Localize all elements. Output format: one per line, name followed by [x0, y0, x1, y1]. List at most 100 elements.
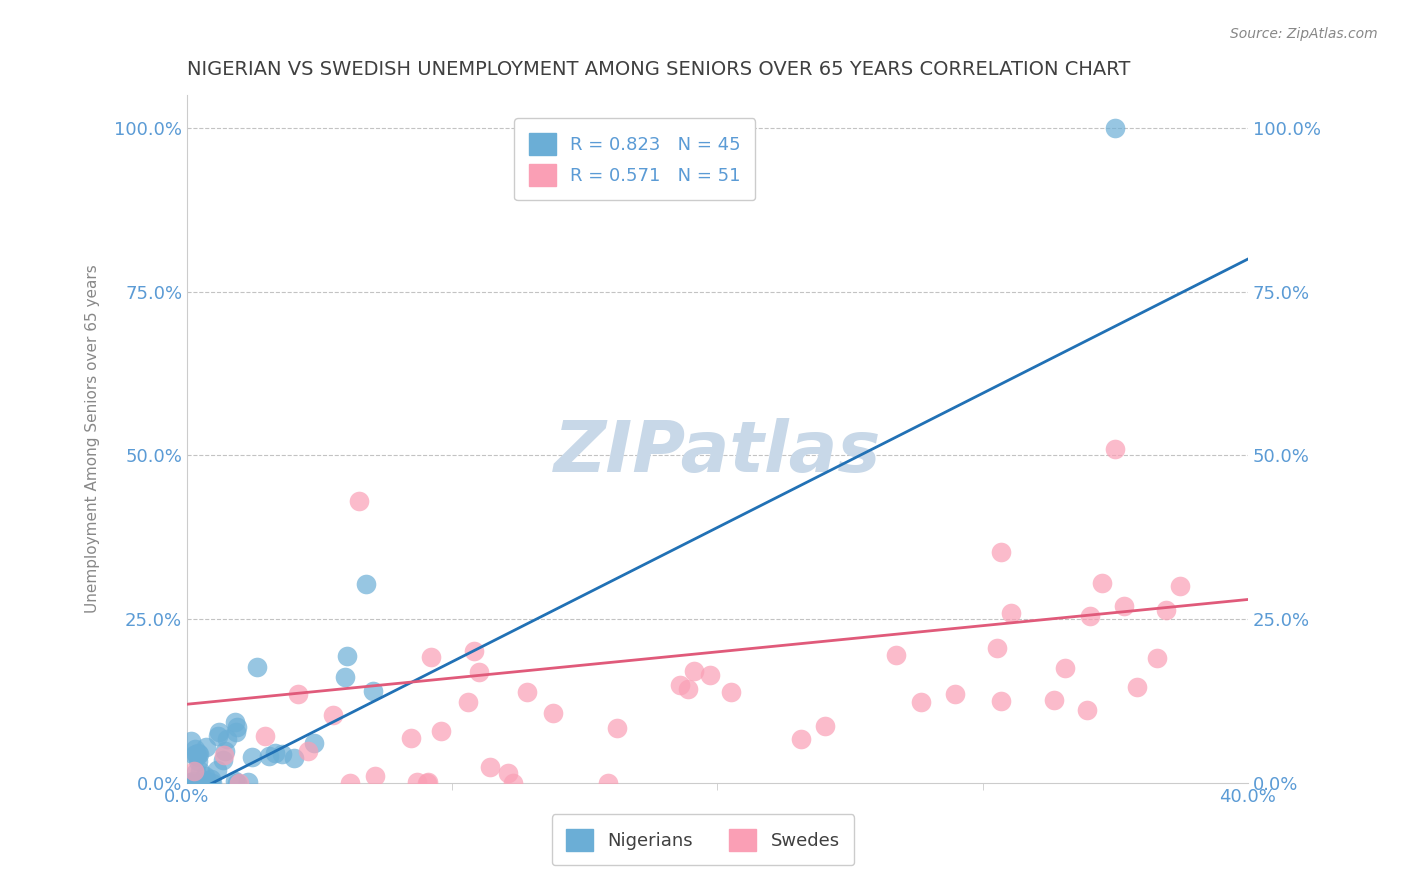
Nigerians — [184, 764, 207, 779]
Nigerians — [177, 776, 200, 790]
Swedes — [596, 776, 619, 790]
Nigerians — [246, 660, 269, 674]
Nigerians — [205, 763, 228, 777]
Swedes — [297, 744, 319, 758]
Swedes — [884, 648, 907, 663]
Swedes — [287, 687, 309, 701]
Nigerians — [270, 747, 292, 761]
Swedes — [364, 769, 387, 783]
Swedes — [1126, 680, 1149, 694]
Nigerians — [263, 746, 285, 760]
Legend: Nigerians, Swedes: Nigerians, Swedes — [551, 814, 855, 865]
Swedes — [516, 685, 538, 699]
Nigerians — [179, 776, 201, 790]
Swedes — [990, 545, 1012, 559]
Swedes — [669, 678, 692, 692]
Swedes — [228, 776, 250, 790]
Swedes — [699, 668, 721, 682]
Nigerians — [224, 714, 246, 729]
Nigerians — [177, 776, 200, 790]
Swedes — [676, 681, 699, 696]
Nigerians — [240, 749, 263, 764]
Swedes — [183, 764, 205, 779]
Swedes — [543, 706, 565, 720]
Text: Source: ZipAtlas.com: Source: ZipAtlas.com — [1230, 27, 1378, 41]
Nigerians — [214, 744, 236, 758]
Swedes — [212, 748, 235, 763]
Swedes — [420, 649, 443, 664]
Nigerians — [187, 754, 209, 768]
Swedes — [322, 708, 344, 723]
Swedes — [986, 641, 1008, 656]
Swedes — [910, 695, 932, 709]
Nigerians — [304, 736, 326, 750]
Nigerians — [186, 748, 208, 763]
Swedes — [814, 719, 837, 733]
Nigerians — [195, 774, 218, 789]
Nigerians — [187, 747, 209, 761]
Nigerians — [195, 740, 218, 755]
Nigerians — [238, 775, 260, 789]
Nigerians — [194, 769, 217, 783]
Text: NIGERIAN VS SWEDISH UNEMPLOYMENT AMONG SENIORS OVER 65 YEARS CORRELATION CHART: NIGERIAN VS SWEDISH UNEMPLOYMENT AMONG S… — [187, 60, 1130, 78]
Swedes — [349, 494, 371, 508]
Nigerians — [226, 776, 249, 790]
Nigerians — [200, 772, 222, 786]
Swedes — [463, 644, 485, 658]
Swedes — [1170, 579, 1192, 593]
Swedes — [1043, 693, 1066, 707]
Y-axis label: Unemployment Among Seniors over 65 years: Unemployment Among Seniors over 65 years — [86, 265, 100, 614]
Nigerians — [208, 725, 231, 739]
Swedes — [1156, 603, 1178, 617]
Nigerians — [180, 734, 202, 748]
Nigerians — [187, 746, 209, 760]
Swedes — [339, 776, 361, 790]
Nigerians — [361, 684, 384, 698]
Nigerians — [283, 751, 305, 765]
Swedes — [1076, 702, 1098, 716]
Swedes — [1112, 599, 1135, 613]
Swedes — [457, 695, 479, 709]
Nigerians — [188, 764, 211, 779]
Nigerians — [194, 776, 217, 790]
Legend: R = 0.823   N = 45, R = 0.571   N = 51: R = 0.823 N = 45, R = 0.571 N = 51 — [515, 119, 755, 200]
Text: ZIPatlas: ZIPatlas — [554, 418, 882, 487]
Swedes — [790, 731, 813, 746]
Nigerians — [225, 720, 247, 734]
Nigerians — [336, 648, 359, 663]
Nigerians — [1104, 121, 1126, 136]
Nigerians — [257, 748, 280, 763]
Swedes — [468, 665, 491, 679]
Nigerians — [183, 747, 205, 762]
Swedes — [682, 665, 704, 679]
Nigerians — [207, 730, 229, 744]
Nigerians — [179, 776, 201, 790]
Nigerians — [225, 725, 247, 739]
Swedes — [496, 766, 519, 780]
Nigerians — [184, 742, 207, 756]
Nigerians — [201, 776, 224, 790]
Swedes — [253, 729, 276, 743]
Swedes — [1000, 606, 1022, 620]
Nigerians — [333, 670, 356, 684]
Swedes — [405, 774, 427, 789]
Nigerians — [354, 577, 377, 591]
Nigerians — [224, 773, 246, 788]
Nigerians — [212, 753, 235, 767]
Swedes — [430, 724, 453, 739]
Swedes — [479, 760, 502, 774]
Swedes — [990, 694, 1012, 708]
Swedes — [399, 731, 422, 746]
Swedes — [1078, 609, 1101, 624]
Swedes — [418, 774, 440, 789]
Swedes — [720, 685, 742, 699]
Nigerians — [215, 731, 238, 746]
Swedes — [1146, 651, 1168, 665]
Nigerians — [184, 747, 207, 761]
Swedes — [1091, 575, 1114, 590]
Swedes — [502, 776, 524, 790]
Swedes — [1054, 661, 1077, 675]
Swedes — [943, 687, 966, 701]
Swedes — [606, 722, 628, 736]
Nigerians — [181, 774, 204, 789]
